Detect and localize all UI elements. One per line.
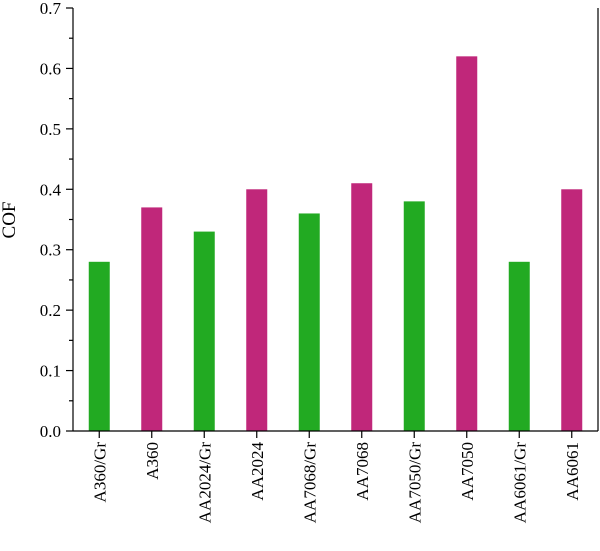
x-tick-label: AA2024 bbox=[248, 442, 267, 501]
y-tick-label: 0.0 bbox=[40, 422, 61, 441]
bar-aa7068-gr bbox=[298, 213, 320, 431]
x-tick-label: AA7068/Gr bbox=[300, 442, 319, 524]
x-ticks-group: A360/Gr A360 AA2024/Gr AA2024 AA7068/Gr AA706… bbox=[90, 431, 582, 523]
y-tick-label: 0.3 bbox=[40, 241, 61, 260]
bar-a360-gr bbox=[88, 261, 110, 431]
y-tick-label: 0.6 bbox=[40, 59, 61, 78]
y-tick-label: 0.5 bbox=[40, 120, 61, 139]
bar-aa7050 bbox=[456, 56, 478, 432]
x-tick-label: AA7050 bbox=[458, 442, 477, 501]
bar-a360 bbox=[141, 207, 163, 431]
x-tick-label: AA7068 bbox=[353, 442, 372, 501]
x-tick-label: A360/Gr bbox=[90, 442, 109, 503]
y-tick-label: 0.7 bbox=[40, 0, 62, 18]
bar-aa2024 bbox=[246, 189, 268, 431]
y-tick-label: 0.2 bbox=[40, 301, 61, 320]
bar-aa7050-gr bbox=[403, 201, 425, 431]
y-ticks-group: 0.0 0.1 0.2 0.3 0.4 0.5 0.6 0.7 bbox=[40, 0, 73, 441]
bar-aa7068 bbox=[351, 183, 373, 431]
bar-aa6061-gr bbox=[508, 261, 530, 431]
bar-aa6061 bbox=[561, 189, 583, 431]
bars-group bbox=[88, 56, 583, 432]
x-tick-label: AA6061 bbox=[563, 442, 582, 501]
y-tick-label: 0.1 bbox=[40, 362, 61, 381]
bar-aa2024-gr bbox=[193, 231, 215, 431]
y-tick-label: 0.4 bbox=[40, 180, 62, 199]
y-axis-title: COF bbox=[0, 202, 20, 239]
x-tick-label: AA2024/Gr bbox=[195, 442, 214, 524]
x-tick-label: A360 bbox=[143, 442, 162, 480]
x-tick-label: AA7050/Gr bbox=[405, 442, 424, 524]
x-tick-label: AA6061/Gr bbox=[510, 442, 529, 524]
